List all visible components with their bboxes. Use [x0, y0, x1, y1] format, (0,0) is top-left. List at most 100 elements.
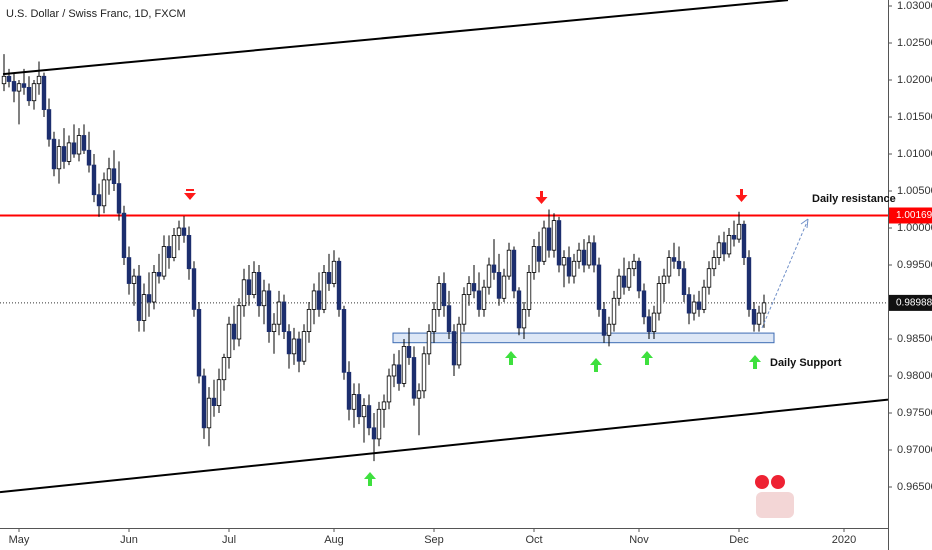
candle-body	[216, 379, 222, 407]
down-arrow	[184, 189, 196, 200]
candle-body	[451, 331, 457, 366]
candle-body	[536, 246, 542, 262]
x-tick-label: Dec	[729, 534, 749, 546]
candle-body	[411, 357, 417, 399]
candle-body	[171, 234, 177, 258]
candle-body	[651, 312, 657, 333]
candle-body	[706, 268, 712, 288]
candle-body	[681, 268, 687, 295]
candle-body	[161, 246, 167, 277]
candle-body	[571, 260, 577, 277]
x-tick-label: Oct	[525, 534, 542, 546]
candle-body	[331, 260, 337, 284]
down-arrow	[535, 191, 548, 204]
candle-body	[21, 83, 27, 88]
candle-body	[316, 290, 322, 310]
candle-body	[401, 346, 407, 384]
candle-body	[11, 81, 17, 92]
x-tick-label: Jun	[120, 534, 138, 546]
candle-body	[91, 164, 97, 196]
candle-body	[311, 290, 317, 310]
candle-body	[696, 301, 702, 310]
candle-body	[6, 75, 12, 82]
candle-body	[466, 283, 472, 295]
y-tick-label: 1.00000	[897, 222, 932, 234]
x-tick-label: Aug	[324, 534, 344, 546]
up-arrow	[641, 351, 653, 365]
candle-body	[746, 257, 752, 310]
candle-body	[461, 294, 467, 325]
candle-body	[541, 227, 547, 262]
last-price-box	[889, 294, 932, 311]
chart-title: U.S. Dollar / Swiss Franc, 1D, FXCM	[6, 8, 186, 20]
candle-body	[51, 138, 57, 170]
candle-body	[136, 275, 142, 321]
candle-body	[286, 331, 292, 355]
candle-body	[126, 257, 132, 284]
candle-body	[666, 257, 672, 277]
candle-body	[361, 405, 367, 418]
candle-body	[251, 271, 257, 295]
candle-body	[551, 220, 557, 251]
candle-body	[576, 249, 582, 262]
x-tick-label: Jul	[222, 534, 236, 546]
trendline	[0, 398, 889, 494]
candle-body	[201, 375, 207, 429]
candle-body	[346, 371, 352, 410]
candle-body	[431, 308, 437, 333]
logo-badge	[756, 492, 794, 518]
candle-body	[736, 223, 742, 240]
up-arrow	[590, 358, 602, 372]
up-arrow	[505, 351, 517, 365]
up-arrow	[364, 472, 376, 486]
candle-body	[511, 249, 517, 292]
logo	[755, 475, 794, 518]
candle-body	[436, 283, 442, 310]
candle-body	[101, 179, 107, 207]
candle-body	[341, 308, 347, 373]
candle-body	[231, 323, 237, 340]
support-arrows	[364, 351, 761, 486]
candle-body	[371, 427, 377, 440]
up-arrow	[749, 355, 761, 369]
candle-body	[271, 323, 277, 333]
candle-body	[516, 290, 522, 329]
candle-body	[81, 135, 87, 151]
candle-body	[121, 212, 127, 258]
logo-dot	[755, 475, 769, 489]
candle-body	[211, 397, 217, 407]
candle-body	[131, 275, 137, 284]
candle-body	[381, 401, 387, 410]
candle-body	[376, 408, 382, 440]
candle-body	[621, 275, 627, 288]
candle-body	[546, 227, 552, 251]
candle-body	[716, 242, 722, 258]
candle-body	[176, 227, 182, 236]
candle-body	[526, 271, 532, 310]
candle-body	[181, 227, 187, 236]
candle-body	[261, 290, 267, 307]
candle-body	[531, 246, 537, 273]
candle-body	[501, 275, 507, 299]
resistance-price: 1.00169	[896, 210, 932, 221]
resistance-label: Daily resistance	[812, 193, 896, 205]
candle-body	[306, 308, 312, 333]
candle-body	[31, 83, 37, 102]
candle-body	[356, 394, 362, 418]
candle-body	[586, 242, 592, 266]
candle-body	[691, 301, 697, 314]
candle-body	[751, 308, 757, 325]
y-tick-label: 1.00500	[897, 185, 932, 197]
candle-body	[276, 301, 282, 325]
candle-body	[1, 75, 7, 85]
candle-body	[476, 290, 482, 310]
candle-body	[471, 283, 477, 292]
candle-body	[56, 146, 62, 170]
candle-body	[601, 308, 607, 336]
candle-body	[61, 146, 67, 162]
x-tick-label: 2020	[832, 534, 856, 546]
plot-area	[0, 0, 889, 494]
